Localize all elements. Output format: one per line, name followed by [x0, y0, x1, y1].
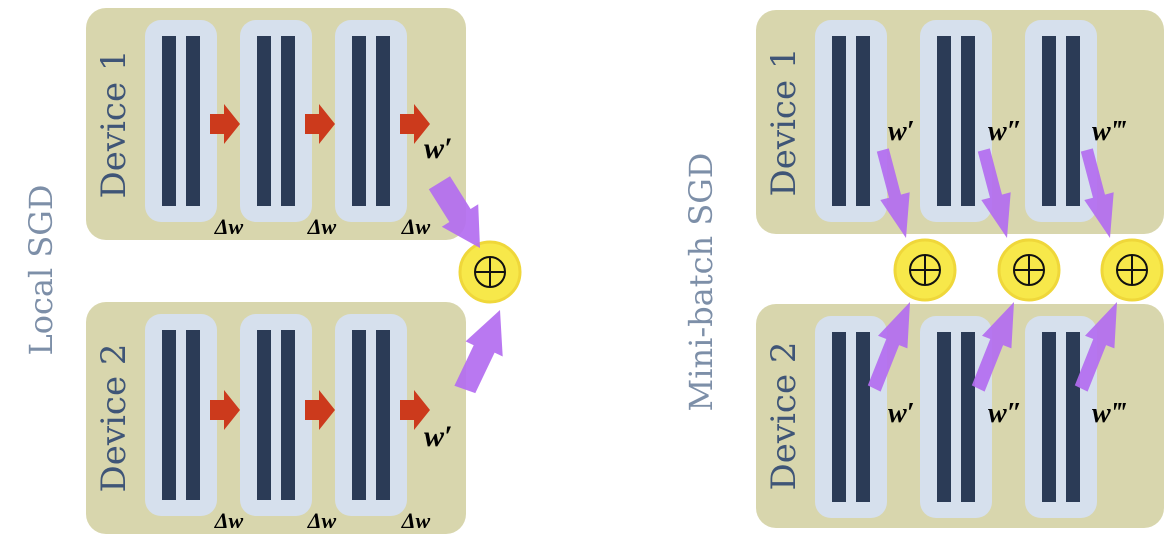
communication-arrow: [1080, 148, 1114, 238]
step-arrow: [305, 390, 335, 430]
communication-arrow: [428, 176, 480, 248]
communication-arrow: [971, 302, 1014, 392]
model-block: [240, 20, 312, 222]
layer-bar: [281, 36, 295, 206]
layer-bar: [961, 332, 975, 502]
layer-bar: [832, 332, 846, 502]
aggregator-node: [1100, 238, 1164, 302]
device-1-label: Device 1: [764, 47, 804, 196]
model-block: [1025, 20, 1097, 222]
aggregator-node: [458, 240, 522, 304]
weight-label: w′: [888, 116, 915, 147]
layer-bar: [937, 332, 951, 502]
local-sgd-panel: Local SGD Device 1 Δw: [22, 8, 522, 534]
weight-label: w″: [988, 116, 1022, 147]
layer-bar: [376, 36, 390, 206]
layer-bar: [961, 36, 975, 206]
delta-w-label: Δw: [401, 508, 431, 533]
communication-arrow: [454, 310, 503, 394]
layer-bar: [257, 330, 271, 500]
panel-title-local-sgd: Local SGD: [22, 184, 60, 355]
layer-bar: [937, 36, 951, 206]
layer-bar: [257, 36, 271, 206]
model-block: [145, 20, 217, 222]
layer-bar: [162, 36, 176, 206]
layer-bar: [1066, 332, 1080, 502]
layer-bar: [352, 36, 366, 206]
layer-bar: [352, 330, 366, 500]
model-block: [335, 20, 407, 222]
panel-title-mini-batch-sgd: Mini-batch SGD: [682, 153, 720, 412]
model-block: [1025, 316, 1097, 518]
weight-label: w‴: [1092, 398, 1127, 429]
layer-bar: [186, 330, 200, 500]
delta-w-label: Δw: [307, 508, 337, 533]
device-1-box: Device 1 Δw Δw Δw: [86, 8, 466, 240]
device-1-box: Device 1 w′ w″ w‴: [756, 10, 1164, 234]
model-block: [920, 316, 992, 518]
device-2-box: Device 2 Δw Δw Δw: [86, 302, 466, 534]
device-1-label: Device 1: [94, 49, 134, 198]
model-block: [815, 20, 887, 222]
weight-label: w′: [424, 420, 452, 453]
mini-batch-sgd-panel: Mini-batch SGD Device 1 w′ w″ w‴: [682, 10, 1164, 528]
model-block: [145, 314, 217, 516]
step-arrow: [210, 390, 240, 430]
step-arrow: [210, 104, 240, 144]
aggregator-node: [997, 238, 1061, 302]
communication-arrow: [867, 302, 910, 392]
layer-bar: [1066, 36, 1080, 206]
device-2-box: Device 2 w′ w″ w‴: [756, 304, 1164, 528]
layer-bar: [1042, 332, 1056, 502]
weight-label: w′: [424, 132, 452, 165]
step-arrow: [400, 104, 430, 144]
layer-bar: [376, 330, 390, 500]
weight-label: w‴: [1092, 116, 1127, 147]
communication-arrow: [876, 148, 910, 238]
layer-bar: [856, 36, 870, 206]
model-block: [920, 20, 992, 222]
model-block: [815, 316, 887, 518]
communication-arrow: [1074, 302, 1117, 392]
model-block: [335, 314, 407, 516]
aggregator-node: [893, 238, 957, 302]
layer-bar: [832, 36, 846, 206]
layer-bar: [1042, 36, 1056, 206]
weight-label: w″: [988, 398, 1022, 429]
layer-bar: [856, 332, 870, 502]
delta-w-label: Δw: [307, 214, 337, 239]
delta-w-label: Δw: [214, 214, 244, 239]
model-block: [240, 314, 312, 516]
delta-w-label: Δw: [401, 214, 431, 239]
layer-bar: [281, 330, 295, 500]
layer-bar: [186, 36, 200, 206]
delta-w-label: Δw: [214, 508, 244, 533]
device-2-label: Device 2: [764, 341, 804, 490]
device-2-label: Device 2: [94, 343, 134, 492]
step-arrow: [305, 104, 335, 144]
layer-bar: [162, 330, 176, 500]
communication-arrow: [977, 148, 1011, 238]
weight-label: w′: [888, 398, 915, 429]
step-arrow: [400, 390, 430, 430]
